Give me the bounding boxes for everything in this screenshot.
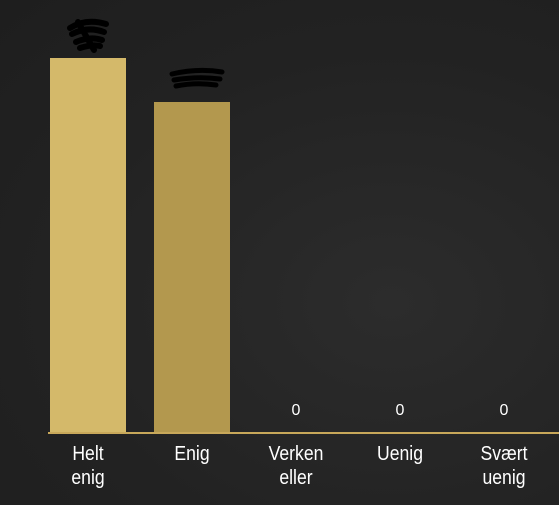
data-label: 0 (291, 402, 301, 419)
x-tick-label: Helt enig (71, 443, 105, 489)
x-tick-label: Uenig (376, 443, 423, 465)
redacted-label (169, 67, 225, 89)
data-label: 0 (395, 402, 405, 419)
redacted-label (67, 18, 109, 53)
baseline (48, 432, 559, 434)
bar (50, 58, 126, 432)
x-tick-label: Enig (174, 443, 210, 465)
data-label: 0 (499, 402, 509, 419)
bar (154, 102, 230, 432)
x-tick-label: Svært uenig (480, 443, 528, 489)
x-tick-label: Verken eller (268, 443, 324, 489)
